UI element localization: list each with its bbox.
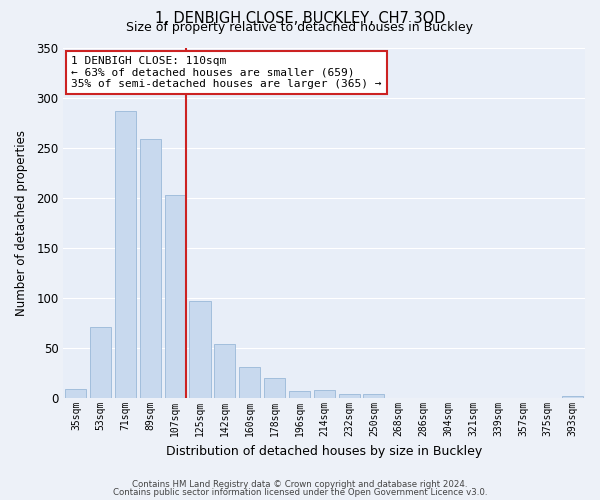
Bar: [190, 301, 211, 398]
Bar: [289, 391, 310, 398]
Bar: [115, 110, 136, 398]
Bar: [140, 138, 161, 398]
Text: 1, DENBIGH CLOSE, BUCKLEY, CH7 3QD: 1, DENBIGH CLOSE, BUCKLEY, CH7 3QD: [155, 11, 445, 26]
Bar: [164, 195, 186, 398]
Text: 1 DENBIGH CLOSE: 110sqm
← 63% of detached houses are smaller (659)
35% of semi-d: 1 DENBIGH CLOSE: 110sqm ← 63% of detache…: [71, 56, 382, 90]
Bar: [364, 394, 385, 398]
Bar: [65, 389, 86, 398]
X-axis label: Distribution of detached houses by size in Buckley: Distribution of detached houses by size …: [166, 444, 482, 458]
Y-axis label: Number of detached properties: Number of detached properties: [15, 130, 28, 316]
Bar: [338, 394, 359, 398]
Bar: [562, 396, 583, 398]
Text: Contains HM Land Registry data © Crown copyright and database right 2024.: Contains HM Land Registry data © Crown c…: [132, 480, 468, 489]
Bar: [264, 378, 285, 398]
Bar: [90, 327, 111, 398]
Bar: [239, 367, 260, 398]
Bar: [314, 390, 335, 398]
Text: Contains public sector information licensed under the Open Government Licence v3: Contains public sector information licen…: [113, 488, 487, 497]
Bar: [214, 344, 235, 398]
Text: Size of property relative to detached houses in Buckley: Size of property relative to detached ho…: [127, 21, 473, 34]
